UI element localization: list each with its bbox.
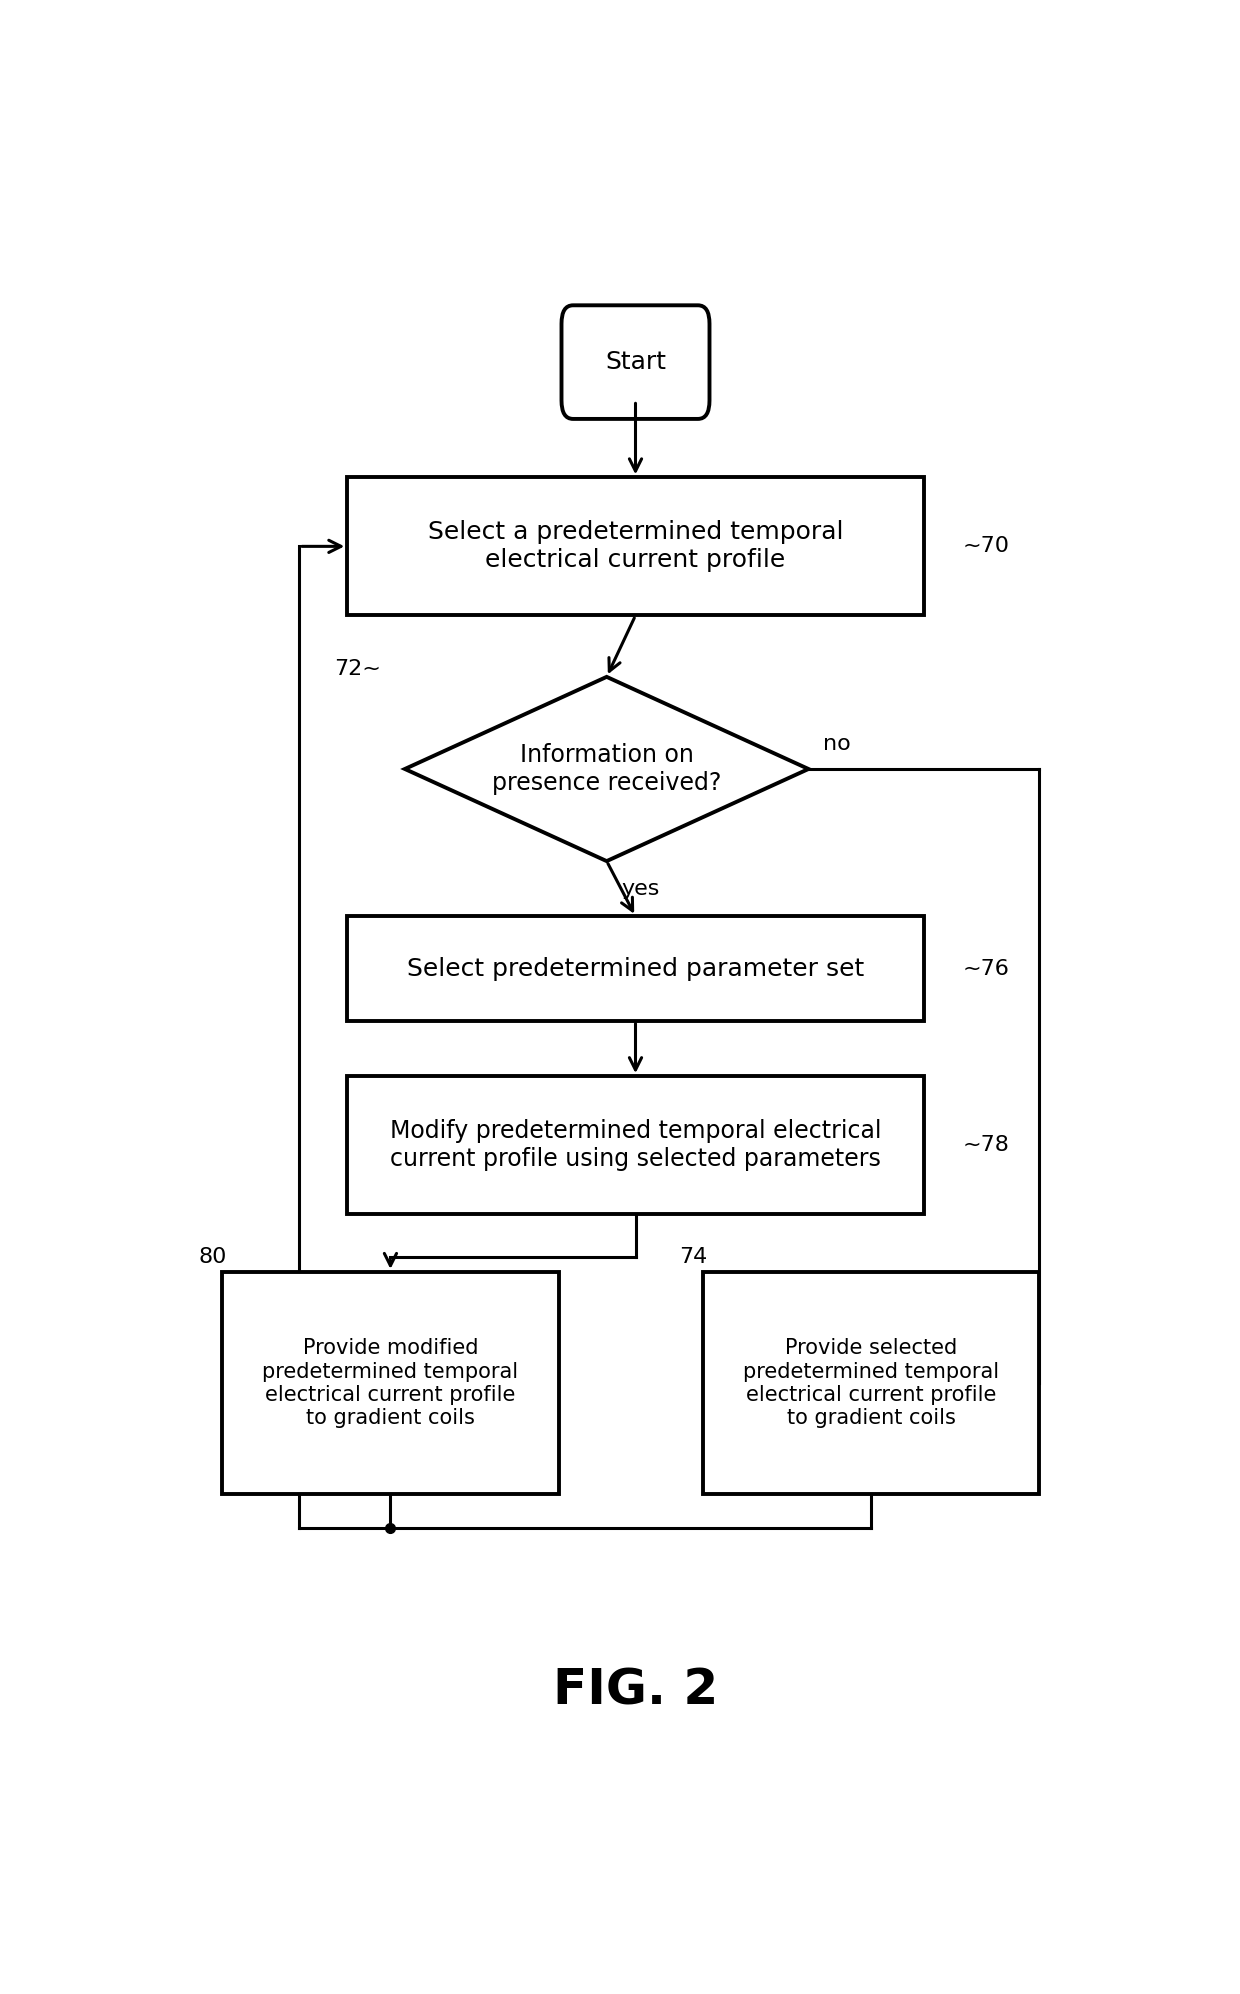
Text: ~76: ~76	[962, 959, 1009, 979]
Text: Information on
presence received?: Information on presence received?	[492, 744, 722, 796]
Text: FIG. 2: FIG. 2	[553, 1667, 718, 1715]
Text: Provide selected
predetermined temporal
electrical current profile
to gradient c: Provide selected predetermined temporal …	[743, 1338, 999, 1428]
Polygon shape	[404, 676, 808, 861]
Text: 72~: 72~	[334, 660, 381, 680]
Text: Start: Start	[605, 351, 666, 375]
Text: yes: yes	[621, 879, 660, 899]
Text: ~78: ~78	[962, 1135, 1009, 1155]
Text: 74: 74	[678, 1246, 707, 1268]
Text: Modify predetermined temporal electrical
current profile using selected paramete: Modify predetermined temporal electrical…	[389, 1119, 882, 1170]
FancyBboxPatch shape	[562, 305, 709, 419]
Text: 80: 80	[198, 1246, 227, 1268]
Bar	[347, 477, 924, 616]
Bar	[347, 1077, 924, 1214]
Bar	[222, 1272, 558, 1494]
Bar	[347, 917, 924, 1021]
Text: Select predetermined parameter set: Select predetermined parameter set	[407, 957, 864, 981]
Text: Select a predetermined temporal
electrical current profile: Select a predetermined temporal electric…	[428, 520, 843, 572]
Text: ~70: ~70	[962, 536, 1009, 556]
Text: no: no	[823, 734, 851, 754]
Bar	[703, 1272, 1039, 1494]
Text: Provide modified
predetermined temporal
electrical current profile
to gradient c: Provide modified predetermined temporal …	[263, 1338, 518, 1428]
